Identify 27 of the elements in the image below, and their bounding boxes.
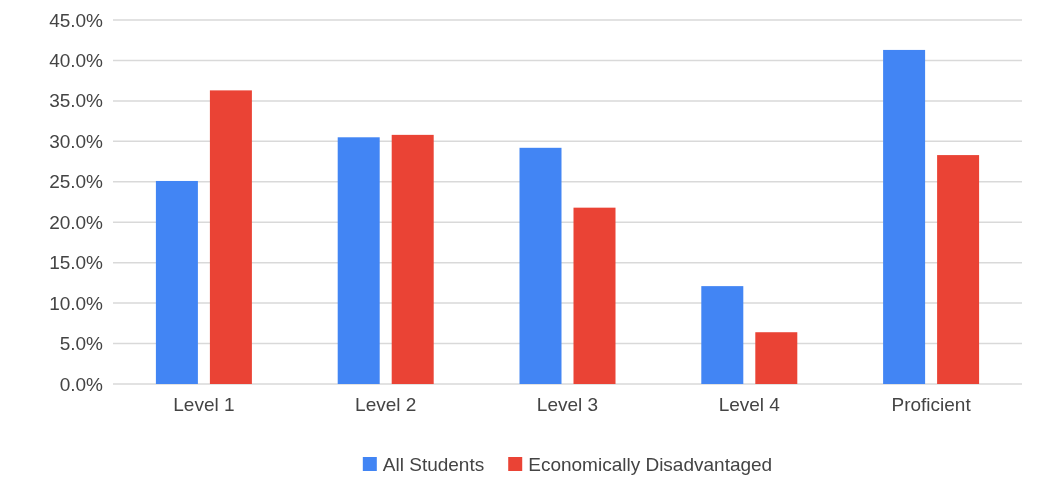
bar xyxy=(209,90,252,384)
legend-label: All Students xyxy=(382,454,485,475)
legend-label: Economically Disadvantaged xyxy=(528,454,773,475)
y-tick-label: 0.0% xyxy=(59,373,104,395)
x-tick-label: Level 1 xyxy=(173,394,235,416)
bar xyxy=(701,286,744,384)
y-tick-label: 20.0% xyxy=(49,211,104,233)
bar xyxy=(573,207,616,384)
bar xyxy=(155,180,198,384)
y-tick-label: 25.0% xyxy=(49,171,104,193)
bar xyxy=(337,137,380,384)
y-tick-label: 45.0% xyxy=(49,9,104,31)
y-tick-label: 10.0% xyxy=(49,292,104,314)
y-tick-label: 30.0% xyxy=(49,130,104,152)
bar xyxy=(519,147,562,384)
y-tick-label: 15.0% xyxy=(49,252,104,274)
x-tick-label: Proficient xyxy=(891,394,972,416)
x-tick-label: Level 3 xyxy=(536,394,599,416)
y-tick-label: 35.0% xyxy=(49,90,104,112)
bar xyxy=(391,134,434,384)
y-tick-label: 5.0% xyxy=(59,333,104,355)
bar xyxy=(755,332,798,384)
x-tick-label: Level 2 xyxy=(355,394,417,416)
bar xyxy=(883,49,926,384)
bar xyxy=(937,155,980,384)
y-tick-label: 40.0% xyxy=(49,50,104,72)
x-tick-label: Level 4 xyxy=(718,394,781,416)
